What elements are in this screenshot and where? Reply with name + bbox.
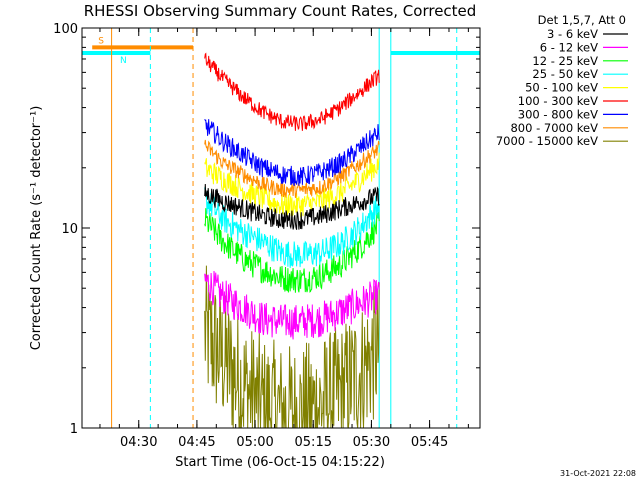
legend-label: 6 - 12 keV <box>540 40 598 54</box>
y-axis-label: Corrected Count Rate (s⁻¹ detector⁻¹) <box>29 106 44 351</box>
series-line-6 <box>204 118 380 187</box>
x-tick-label: 04:30 <box>120 435 157 450</box>
plot-area: SN <box>82 28 480 429</box>
timestamp: 31-Oct-2021 22:08 <box>560 469 636 478</box>
legend-label: 800 - 7000 keV <box>510 121 598 135</box>
axes: 04:30 04:45 05:00 05:15 05:30 05:45 1 10 100 <box>53 22 480 450</box>
legend-label: 12 - 25 keV <box>532 54 598 68</box>
series-line-0 <box>204 183 380 230</box>
x-tick-label: 05:00 <box>236 435 273 450</box>
legend-label: 7000 - 15000 keV <box>496 134 598 148</box>
series-line-3 <box>204 187 380 268</box>
y-tick-label: 10 <box>61 222 78 237</box>
legend-label: 50 - 100 keV <box>525 81 598 95</box>
x-tick-label: 05:45 <box>411 435 448 450</box>
legend-title: Det 1,5,7, Att 0 <box>538 13 626 27</box>
series-line-8 <box>204 265 380 429</box>
x-tick-label: 05:15 <box>295 435 332 450</box>
x-tick-label: 04:45 <box>178 435 215 450</box>
legend-label: 300 - 800 keV <box>518 107 598 121</box>
y-tick-label: 1 <box>70 422 78 437</box>
x-axis-label: Start Time (06-Oct-15 04:15:22) <box>175 455 385 470</box>
x-tick-label: 05:30 <box>353 435 390 450</box>
legend-label: 25 - 50 keV <box>532 67 598 81</box>
series-line-1 <box>204 270 380 340</box>
legend-label: 100 - 300 keV <box>518 94 598 108</box>
y-tick-label: 100 <box>53 22 78 37</box>
series-line-4 <box>204 152 380 218</box>
series-line-5 <box>204 52 380 131</box>
chart-title: RHESSI Observing Summary Count Rates, Co… <box>84 2 477 20</box>
series-line-2 <box>204 208 380 293</box>
flag-label-s: S <box>98 36 104 46</box>
legend-label: 3 - 6 keV <box>547 27 598 41</box>
flag-label-n: N <box>120 56 127 66</box>
